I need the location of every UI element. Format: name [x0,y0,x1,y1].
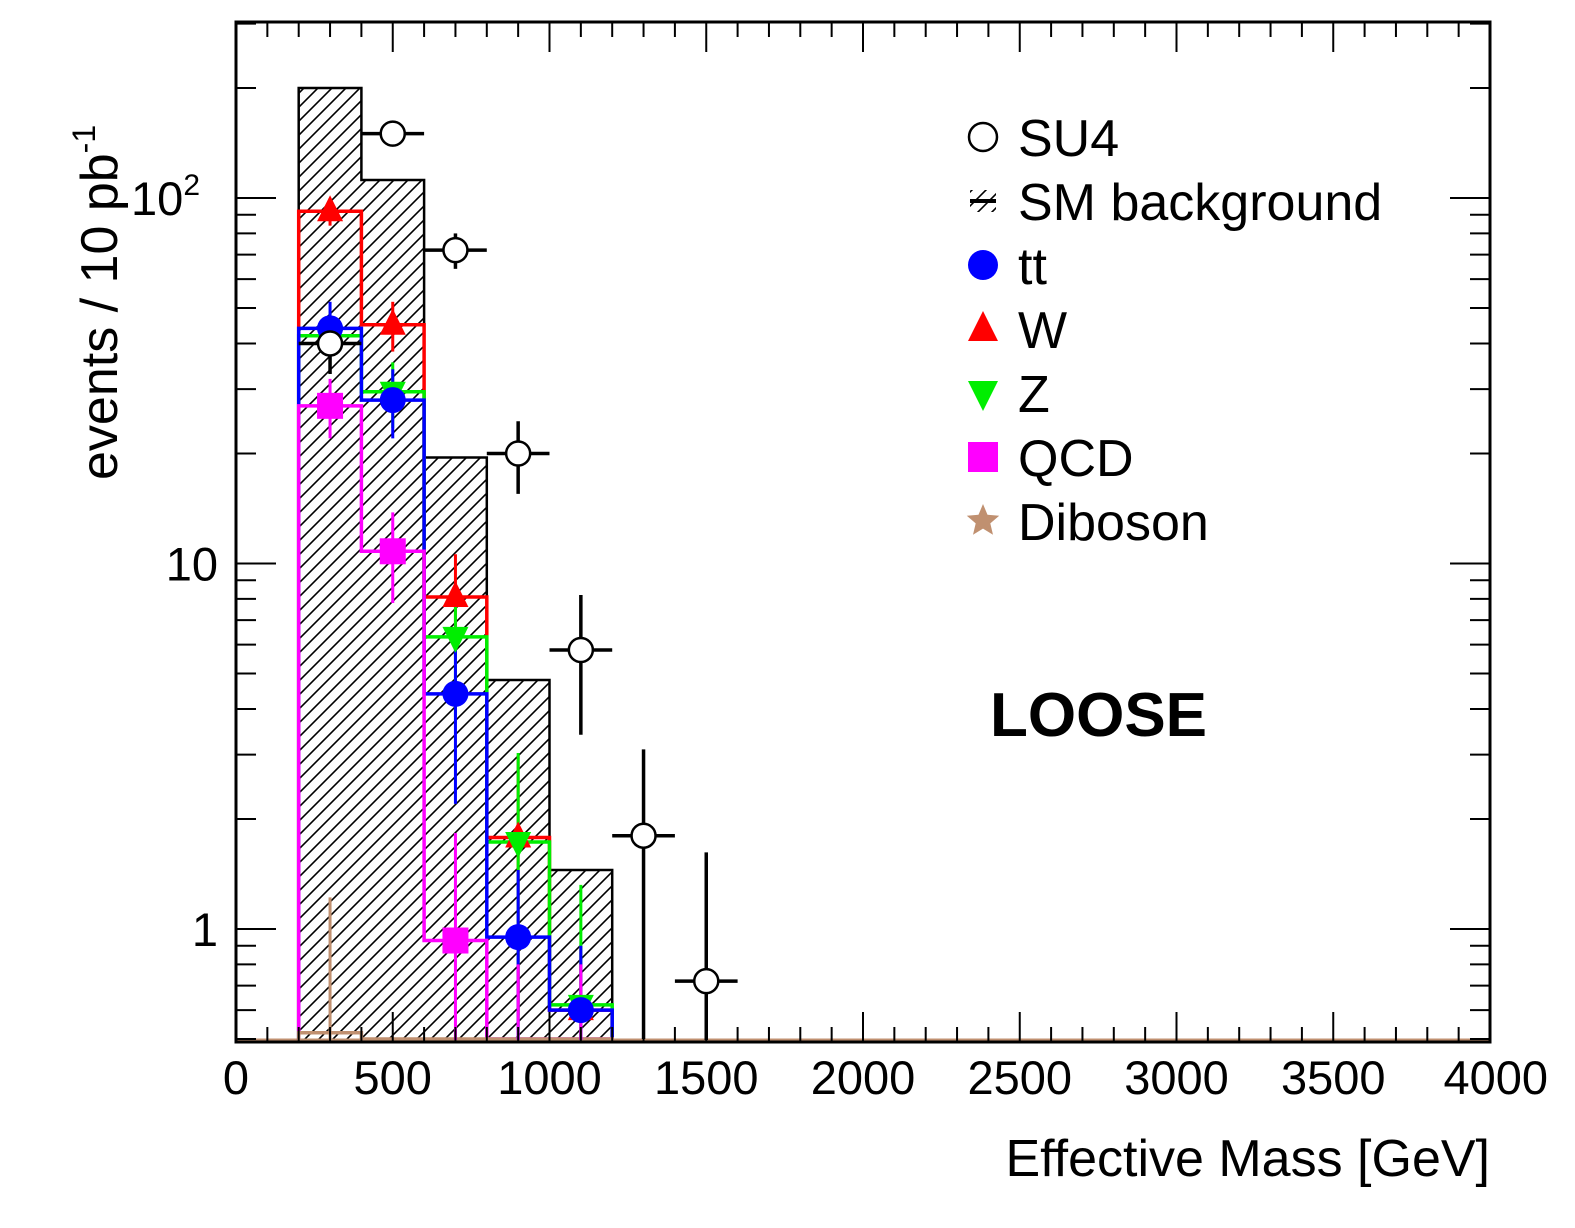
x-tick-label: 4000 [1443,1051,1548,1104]
tt-marker [505,924,532,951]
y-axis-title-sup: -1 [66,125,102,153]
w-marker [379,308,406,335]
y-axis-title-main: events / 10 pb [71,153,129,480]
x-tick-labels: 0 500 1000 1500 2000 2500 3000 3500 4000 [223,1051,1548,1104]
qcd-marker [379,538,406,565]
su4-marker [504,440,532,467]
data-markers [316,120,720,1024]
x-tick-label: 2500 [967,1051,1072,1104]
su4-marker [379,120,406,147]
x-tick-label: 2000 [811,1051,916,1104]
legend-label-w: W [1018,302,1067,360]
tt-marker [442,680,469,707]
legend-symbol-qcd [968,442,998,472]
legend-symbol-su4 [967,121,999,153]
qcd-marker [317,392,344,419]
legend-symbol-sm-background [970,190,996,212]
su4-marker [567,636,595,664]
w-marker [442,580,469,607]
x-axis-title: Effective Mass [GeV] [1005,1130,1490,1188]
legend-symbol-tt [968,250,998,280]
legend-label-diboson: Diboson [1018,494,1209,552]
x-tick-label: 3000 [1124,1051,1229,1104]
legend-label-sm-background: SM background [1018,174,1382,232]
su4-marker [693,967,720,995]
legend-label-su4: SU4 [1018,110,1119,168]
z-marker [505,831,532,858]
x-tick-label: 0 [223,1051,249,1104]
su4-marker [316,330,344,357]
legend-label-qcd: QCD [1018,430,1134,488]
legend-label-z: Z [1018,366,1050,424]
z-marker [442,626,469,653]
w-marker [317,195,344,222]
tt-marker [379,387,406,414]
su4-marker [630,822,657,849]
legend-symbol-w [968,311,998,341]
tt-marker [567,997,594,1024]
y-tick-label: 102 [131,169,200,225]
background-component-steps [236,209,1490,1042]
x-tick-label: 1000 [497,1051,602,1104]
y-axis-title: events / 10 pb-1 [66,125,129,480]
y-tick-label: 1 [192,903,218,956]
legend: SU4 SM background tt WZ QCD Diboson [966,110,1382,552]
x-tick-label: 3500 [1281,1051,1386,1104]
qcd-marker [442,927,469,954]
su4-marker [442,236,469,264]
y-tick-labels: 1 10 102 [131,169,218,956]
legend-label-tt: tt [1018,238,1047,296]
x-tick-label: 1500 [654,1051,759,1104]
legend-symbol-z [968,381,998,411]
y-tick-label: 10 [166,538,218,591]
legend-symbol-diboson [966,504,1000,535]
selection-label: LOOSE [990,681,1207,750]
x-tick-label: 500 [354,1051,432,1104]
axis-ticks [235,22,1491,1042]
